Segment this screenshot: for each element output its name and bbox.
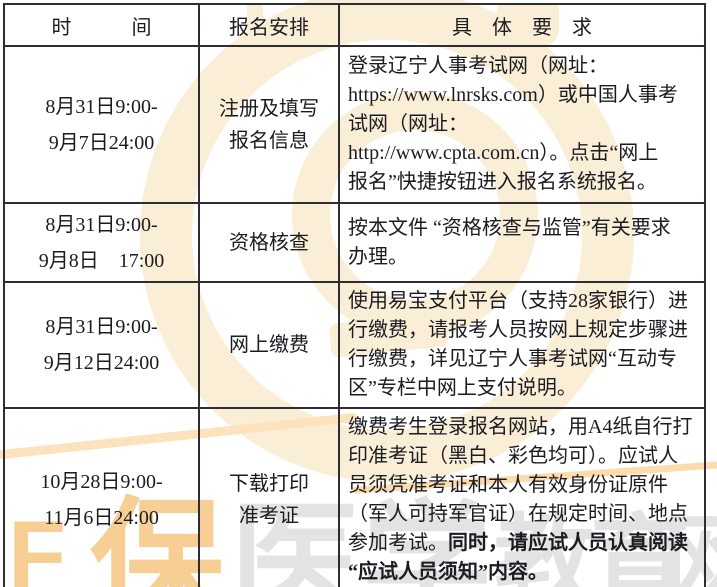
requirement-text: 使用易宝支付平台（支持28家银行）进 行缴费，请报考人员按网上规定步骤进 行缴费… <box>348 290 688 399</box>
time-cell: 8月31日9:00- 9月12日24:00 <box>3 281 200 409</box>
arrangement-cell: 资格核查 <box>198 202 340 283</box>
requirement-cell: 缴费考生登录报名网站，用A4纸自行打 印准考证（黑白、彩色均可）。应试人 员须凭… <box>338 407 706 587</box>
arrangement-cell: 网上缴费 <box>198 281 340 409</box>
table-row-qualification: 8月31日9:00- 9月8日 17:00 资格核查 按本文件 “资格核查与监管… <box>3 202 706 283</box>
arrangement-cell: 下载打印 准考证 <box>198 407 340 587</box>
header-time: 时 间 <box>3 3 200 47</box>
requirement-cell: 使用易宝支付平台（支持28家银行）进 行缴费，请报考人员按网上规定步骤进 行缴费… <box>338 281 706 409</box>
time-cell: 10月28日9:00- 11月6日24:00 <box>3 407 200 587</box>
requirement-text-bold: 同时，请应试人员认真阅读 “应试人员须知”内容。 <box>348 532 688 583</box>
registration-schedule-table: 时 间 报名安排 具 体 要 求 8月31日9:00- 9月7日24:00 注册… <box>3 3 706 587</box>
table-header-row: 时 间 报名安排 具 体 要 求 <box>3 3 706 47</box>
table-row-register: 8月31日9:00- 9月7日24:00 注册及填写 报名信息 登录辽宁人事考试… <box>3 45 706 204</box>
requirement-text: 按本文件 “资格核查与监管”有关要求 办理。 <box>348 216 671 268</box>
requirement-text: 缴费考生登录报名网站，用A4纸自行打 印准考证（黑白、彩色均可）。应试人 员须凭… <box>348 416 693 554</box>
time-cell: 8月31日9:00- 9月8日 17:00 <box>3 202 200 283</box>
header-requirements: 具 体 要 求 <box>338 3 706 47</box>
requirement-cell: 按本文件 “资格核查与监管”有关要求 办理。 <box>338 202 706 283</box>
time-cell: 8月31日9:00- 9月7日24:00 <box>3 45 200 204</box>
table-row-print-ticket: 10月28日9:00- 11月6日24:00 下载打印 准考证 缴费考生登录报名… <box>3 407 706 587</box>
table-row-payment: 8月31日9:00- 9月12日24:00 网上缴费 使用易宝支付平台（支持28… <box>3 281 706 409</box>
requirement-text: 登录辽宁人事考试网（网址： https://www.lnrsks.com）或中国… <box>348 55 678 193</box>
arrangement-cell: 注册及填写 报名信息 <box>198 45 340 204</box>
requirement-cell: 登录辽宁人事考试网（网址： https://www.lnrsks.com）或中国… <box>338 45 706 204</box>
header-arrangement: 报名安排 <box>198 3 340 47</box>
